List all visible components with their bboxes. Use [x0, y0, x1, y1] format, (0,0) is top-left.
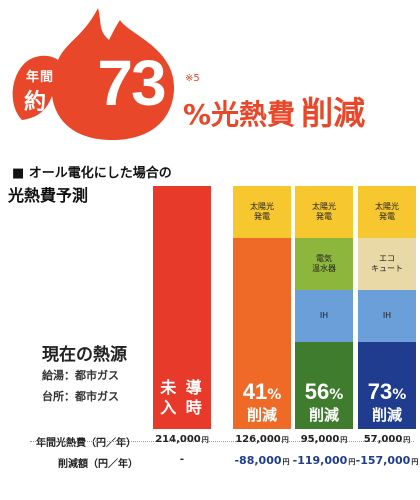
- column-reduction: 73% 削減: [358, 379, 416, 425]
- reduction-percent: 73: [367, 379, 393, 404]
- headline-main: %光熱費: [183, 98, 296, 131]
- headline-emphasis: 削減: [301, 94, 366, 132]
- header-badge: 年間 約 73: [6, 2, 181, 142]
- row-divider: [30, 441, 414, 442]
- annual-cost-label: 年間光熱費（円／年）: [36, 438, 136, 449]
- reduction-label: 削減: [308, 406, 339, 424]
- reduction-label: 削減: [371, 406, 402, 424]
- badge-number: 73: [97, 47, 166, 119]
- section-subtitle: 光熱費予測: [8, 186, 89, 205]
- percent-sign: %: [267, 387, 282, 403]
- column-reduction: 56% 削減: [295, 379, 353, 425]
- column-reduction: 41% 削減: [233, 379, 291, 425]
- saving-amount-value: -88,000円: [234, 454, 290, 467]
- current-source-title: 現在の熱源: [42, 345, 127, 365]
- column-segment: IH: [358, 290, 416, 342]
- column-41: 太陽光 発電 41% 削減: [233, 186, 291, 429]
- reduction-percent: 56: [304, 379, 330, 404]
- column-56: 太陽光 発電 電気 温水器 IH 56% 削減: [295, 186, 353, 429]
- column-segment: IH: [295, 290, 353, 342]
- kitchen-source: 台所：都市ガス: [42, 390, 119, 403]
- badge-prefix-bottom: 約: [24, 90, 47, 115]
- headline: %光熱費 削減: [183, 88, 365, 134]
- column-segment: 電気 温水器: [295, 238, 353, 290]
- column-segment: 太陽光 発電: [295, 186, 353, 238]
- percent-sign: %: [392, 387, 407, 403]
- section-title: ■ オール電化にした場合の: [12, 166, 172, 181]
- annual-cost-value: 214,000円: [155, 434, 209, 445]
- column-segment: 太陽光 発電: [358, 186, 416, 238]
- column-73: 太陽光 発電 エコ キュート IH 73% 削減: [358, 186, 416, 429]
- column-main-text: 未 導 入 時: [160, 378, 204, 417]
- column-untouched: 未 導 入 時: [153, 186, 211, 429]
- annual-cost-value: 95,000円: [300, 434, 348, 445]
- percent-sign: %: [329, 387, 344, 403]
- saving-amount-value: -: [179, 454, 185, 465]
- column-segment: エコ キュート: [358, 238, 416, 290]
- saving-amount-label: 削減額（円／年）: [58, 459, 138, 470]
- flame-badge-icon: [12, 8, 175, 140]
- column-base: [153, 186, 211, 429]
- annual-cost-value: 57,000円: [363, 434, 411, 445]
- badge-prefix-top: 年間: [26, 70, 55, 85]
- hot-water-source: 給湯：都市ガス: [42, 369, 119, 382]
- footnote-marker: ※5: [185, 73, 200, 84]
- reduction-label: 削減: [246, 406, 277, 424]
- saving-amount-value: -119,000円: [292, 454, 356, 467]
- saving-amount-value: -157,000円: [355, 454, 419, 467]
- reduction-percent: 41: [242, 379, 268, 404]
- annual-cost-value: 126,000円: [235, 434, 289, 445]
- column-segment: 太陽光 発電: [233, 186, 291, 238]
